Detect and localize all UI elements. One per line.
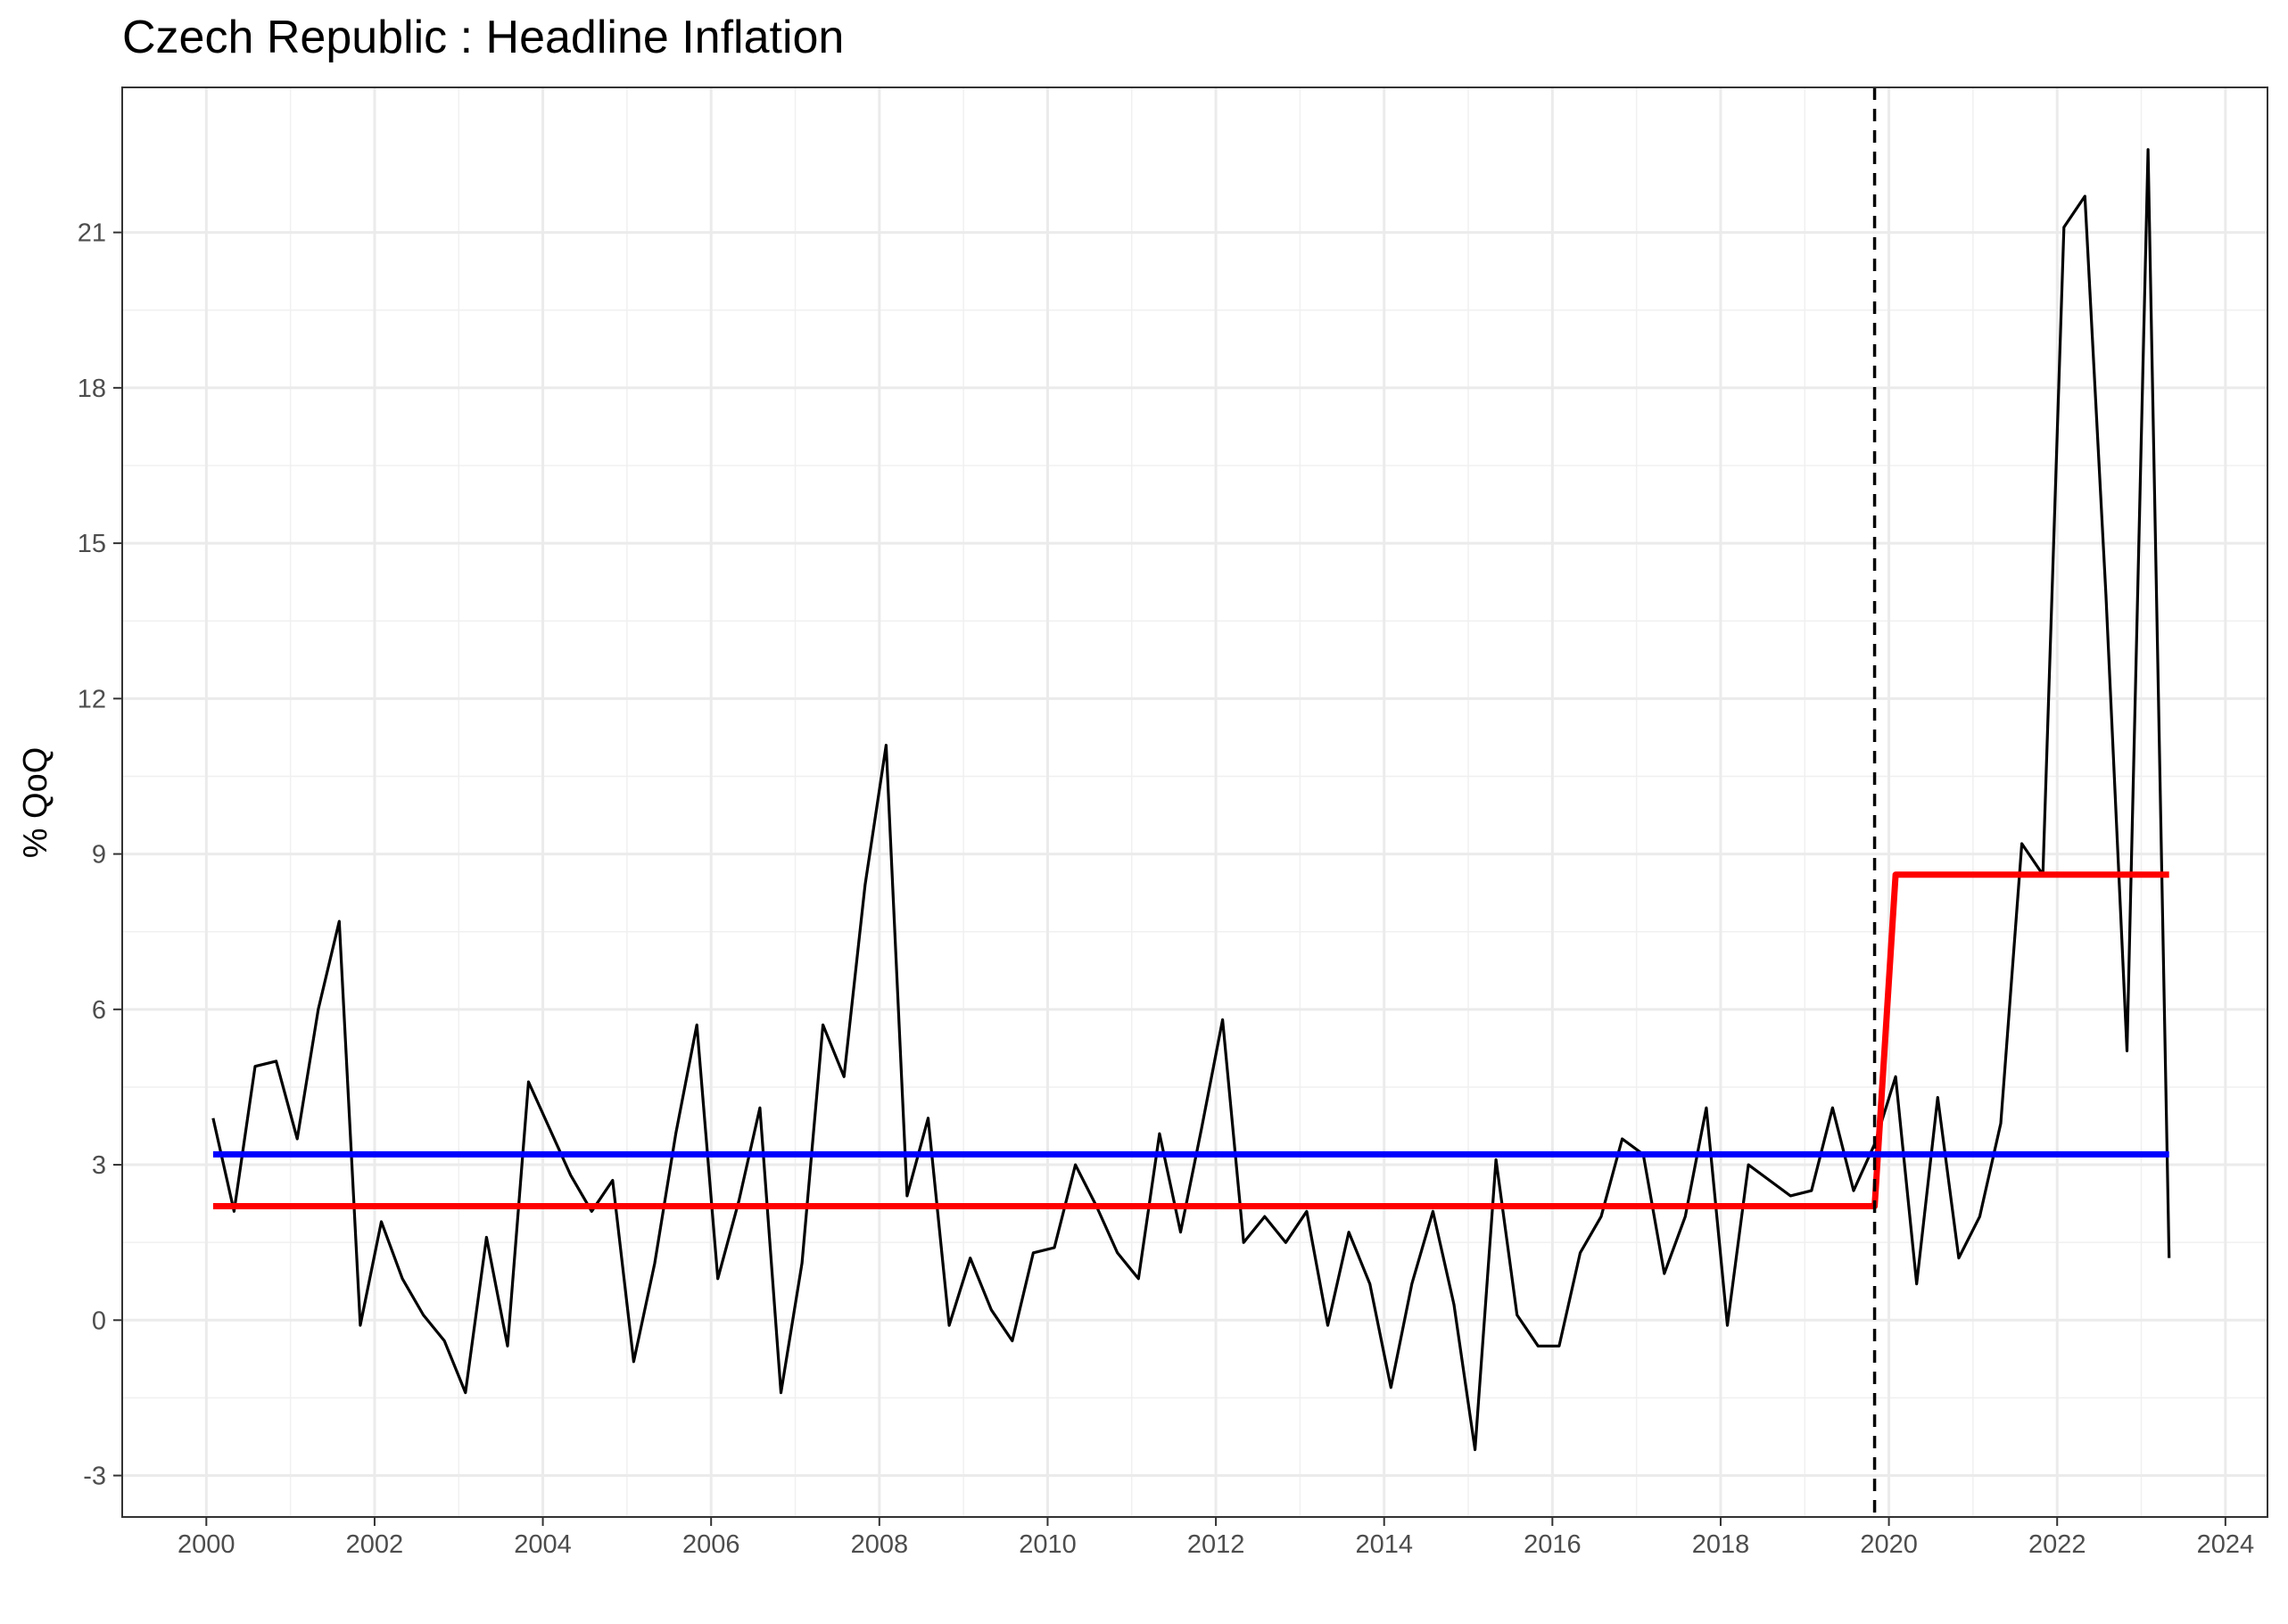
x-tick-label: 2012 (1187, 1530, 1245, 1559)
chart-title: Czech Republic : Headline Inflation (122, 12, 845, 63)
x-tick-label: 2016 (1524, 1530, 1582, 1559)
x-tick-label: 2010 (1019, 1530, 1077, 1559)
grid-major (122, 87, 2267, 1517)
x-tick-label: 2002 (346, 1530, 404, 1559)
x-tick-label: 2018 (1692, 1530, 1750, 1559)
grid-minor (122, 87, 2267, 1517)
y-tick-label: 18 (78, 375, 106, 403)
y-tick-label: 3 (92, 1151, 106, 1180)
y-tick-label: 12 (78, 685, 106, 713)
y-axis: -3 0 3 6 9 12 15 18 21 (78, 219, 122, 1491)
series-layer (211, 148, 2171, 1452)
series-line-1 (211, 148, 2171, 1452)
y-tick-label: 21 (78, 219, 106, 248)
x-tick-label: 2008 (851, 1530, 909, 1559)
y-tick-label: -3 (83, 1463, 106, 1491)
plot-border (121, 87, 2268, 1518)
x-axis: 2000 2002 2004 2006 2008 2010 2012 2014 2016 2018… (178, 1517, 2254, 1559)
y-axis-label: % QoQ (17, 747, 54, 859)
x-tick-label: 2020 (1860, 1530, 1918, 1559)
x-tick-label: 2022 (2028, 1530, 2086, 1559)
y-tick-label: 9 (92, 841, 106, 870)
x-tick-label: 2014 (1355, 1530, 1413, 1559)
x-tick-label: 2024 (2197, 1530, 2255, 1559)
x-tick-label: 2000 (178, 1530, 235, 1559)
x-tick-label: 2006 (682, 1530, 740, 1559)
x-tick-label: 2004 (514, 1530, 572, 1559)
plot-panel (122, 87, 2267, 1517)
y-tick-label: 0 (92, 1307, 106, 1335)
series-line-2 (212, 871, 2169, 1209)
y-tick-label: 6 (92, 996, 106, 1025)
y-tick-label: 15 (78, 530, 106, 558)
